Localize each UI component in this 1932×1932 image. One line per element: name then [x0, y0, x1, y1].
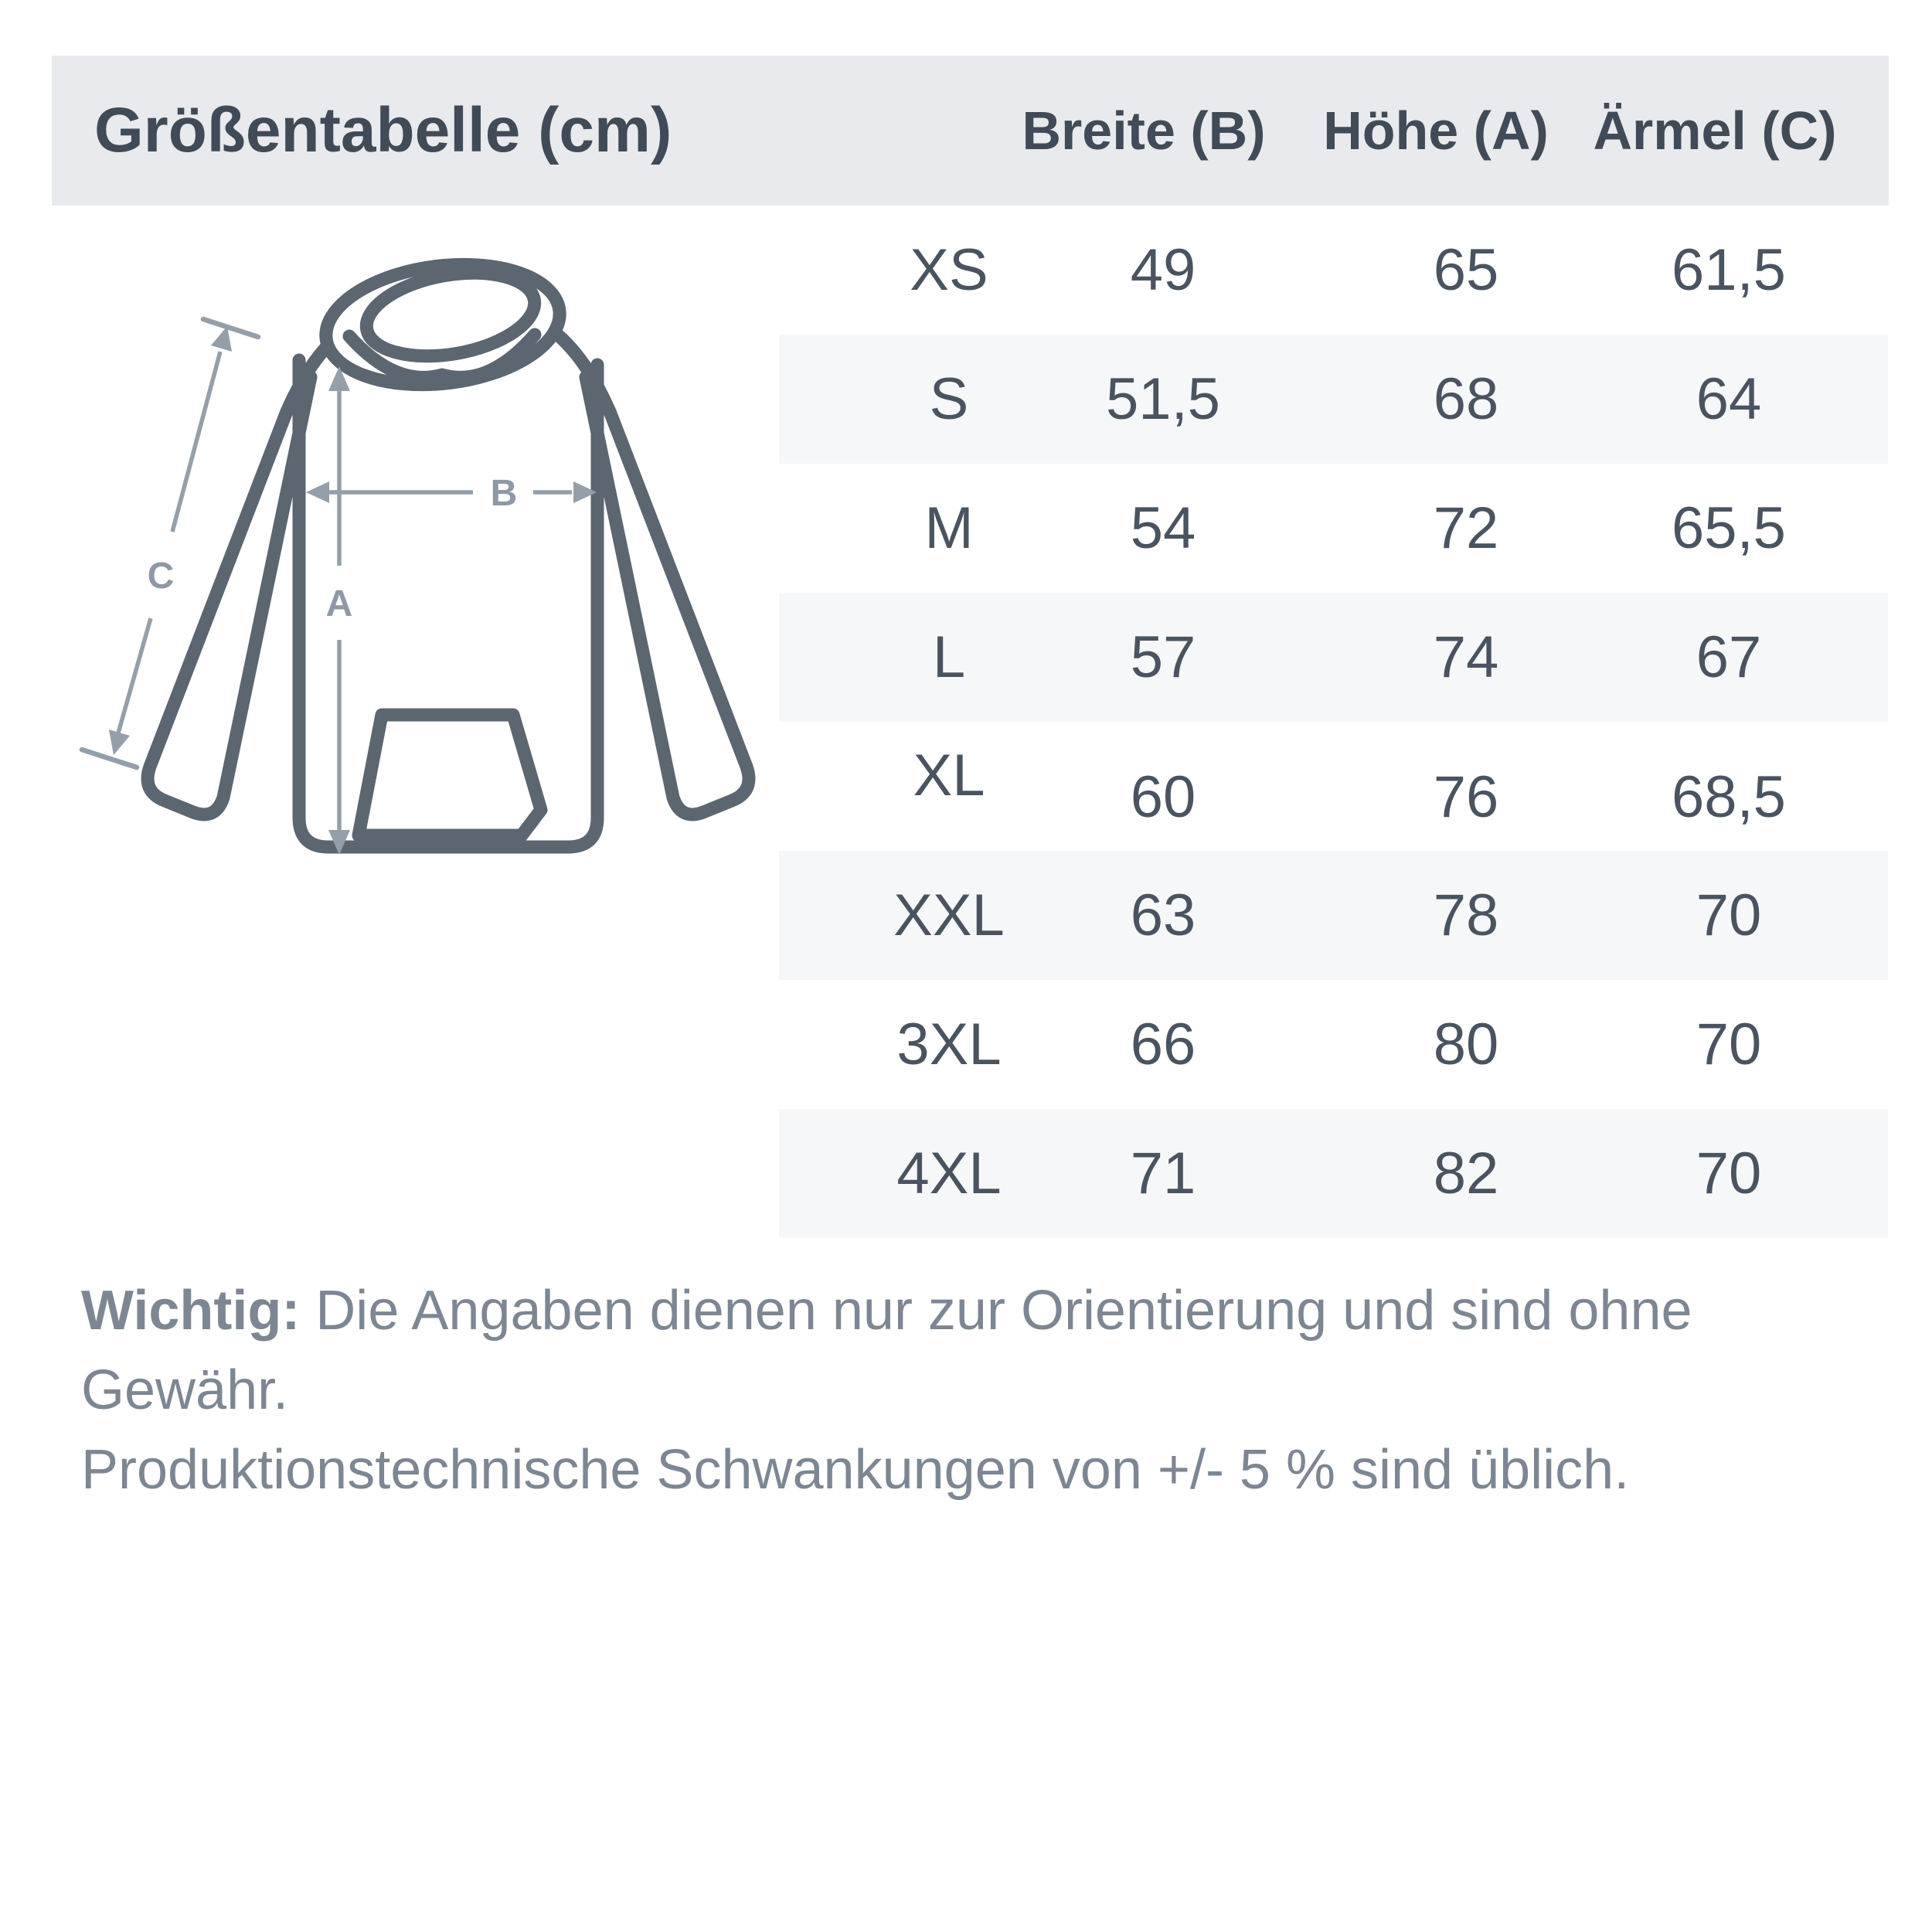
hoehe-value: 65	[1433, 237, 1499, 303]
aermel-value: 70	[1696, 883, 1762, 948]
breite-value: 60	[1130, 764, 1196, 830]
dim-label-a: A	[326, 583, 353, 624]
aermel-value: 61,5	[1672, 237, 1786, 303]
hoehe-value: 82	[1433, 1141, 1499, 1206]
column-header-hoehe: Höhe (A)	[1323, 100, 1549, 161]
hood-bottom-edge	[342, 328, 542, 384]
hoehe-value: 68	[1433, 366, 1499, 432]
hoehe-value: 76	[1433, 764, 1499, 830]
dim-c-arrowhead-down	[109, 730, 130, 755]
aermel-value: 64	[1696, 366, 1762, 432]
hoodie-right-sleeve	[499, 301, 756, 821]
dim-b-arrowhead-left	[306, 481, 329, 503]
dim-c-tick-top	[200, 316, 261, 340]
disclaimer-bold-prefix: Wichtig:	[81, 1280, 301, 1342]
dim-b-arrowhead-right	[573, 481, 597, 503]
column-header-breite: Breite (B)	[1022, 100, 1266, 161]
table-row-xxl: XXL 63 78 70	[779, 851, 1888, 980]
dim-a-arrowhead-down	[328, 830, 350, 855]
breite-value: 54	[1130, 495, 1196, 561]
breite-value: 51,5	[1106, 366, 1220, 432]
hoodie-pocket	[352, 708, 548, 842]
dim-c-line-lower	[115, 617, 153, 736]
size-label: 3XL	[896, 1012, 1002, 1077]
size-label: M	[924, 495, 974, 561]
page-title: Größentabelle (cm)	[94, 95, 672, 165]
hoehe-value: 78	[1433, 883, 1499, 948]
dim-label-c: C	[148, 556, 175, 597]
breite-value: 66	[1130, 1012, 1196, 1077]
breite-value: 71	[1130, 1141, 1196, 1206]
size-label: XL	[913, 743, 985, 808]
dim-c-line-upper	[170, 351, 223, 532]
size-label: L	[932, 624, 966, 690]
disclaimer-note: Wichtig: Die Angaben dienen nur zur Orie…	[81, 1271, 1851, 1510]
dim-label-b: B	[491, 473, 518, 514]
breite-value: 49	[1130, 237, 1196, 303]
hood-inner-ring	[359, 266, 542, 363]
table-row-xl: XL 60 76 68,5	[779, 722, 1888, 851]
aermel-value: 68,5	[1672, 764, 1786, 830]
size-label: XXL	[893, 883, 1005, 948]
hoehe-value: 74	[1433, 624, 1499, 690]
aermel-value: 67	[1696, 624, 1762, 690]
table-row-4xl: 4XL 71 82 70	[779, 1109, 1888, 1238]
table-header-bar: Größentabelle (cm) Breite (B) Höhe (A) Ä…	[52, 56, 1889, 206]
hoodie-left-sleeve	[141, 301, 397, 821]
column-header-aermel: Ärmel (C)	[1593, 100, 1837, 161]
disclaimer-line1: Die Angaben dienen nur zur Orientierung …	[81, 1280, 1692, 1421]
aermel-value: 70	[1696, 1012, 1762, 1077]
breite-value: 63	[1130, 883, 1196, 948]
hoehe-value: 72	[1433, 495, 1499, 561]
table-row-s: S 51,5 68 64	[779, 335, 1888, 464]
table-row-l: L 57 74 67	[779, 593, 1888, 722]
size-label: S	[929, 366, 969, 432]
hoodie-body	[292, 353, 604, 854]
dim-c-arrowhead-up	[211, 326, 232, 352]
table-row-3xl: 3XL 66 80 70	[779, 980, 1888, 1109]
table-row-m: M 54 72 65,5	[779, 464, 1888, 593]
dim-a-arrowhead-up	[328, 366, 350, 391]
disclaimer-line2: Produktionstechnische Schwankungen von +…	[81, 1439, 1630, 1501]
dim-c-tick-bottom	[79, 747, 140, 770]
breite-value: 57	[1130, 624, 1196, 690]
aermel-value: 65,5	[1672, 495, 1786, 561]
hoodie-measurement-diagram: A B C	[79, 257, 756, 855]
table-row-xs: XS 49 65 61,5	[779, 206, 1888, 335]
hoehe-value: 80	[1433, 1012, 1499, 1077]
size-label: 4XL	[896, 1141, 1002, 1206]
size-label: XS	[910, 237, 988, 303]
aermel-value: 70	[1696, 1141, 1762, 1206]
